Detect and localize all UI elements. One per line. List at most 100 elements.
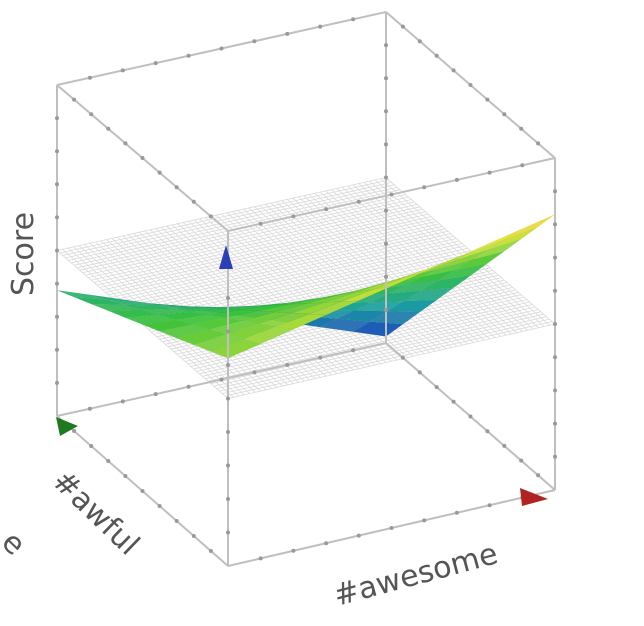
box-tick	[55, 314, 59, 319]
box-tick	[252, 370, 257, 375]
reference-grid-line	[325, 190, 496, 339]
box-tick	[258, 556, 263, 561]
box-tick	[454, 177, 459, 182]
box-tick	[186, 53, 191, 58]
box-tick	[451, 68, 456, 73]
reference-grid-line	[330, 189, 501, 337]
box-tick	[434, 385, 439, 390]
box-tick	[174, 185, 179, 190]
reference-grid-line	[226, 212, 398, 361]
box-tick	[186, 384, 191, 389]
box-tick	[384, 43, 388, 48]
box-tick	[191, 534, 196, 538]
box-tick	[106, 126, 111, 131]
reference-grid-line	[347, 185, 518, 334]
box-tick	[318, 355, 323, 360]
reference-grid-line	[171, 224, 343, 373]
box-tick	[285, 31, 290, 36]
box-tick	[89, 444, 94, 448]
box-tick	[553, 421, 557, 426]
box-tick	[400, 24, 405, 29]
reference-grid-line	[287, 199, 458, 347]
box-tick	[157, 504, 162, 508]
reference-grid-line	[319, 191, 490, 340]
box-tick	[318, 24, 323, 29]
reference-grid-line	[139, 231, 311, 381]
box-tick	[226, 463, 230, 468]
box-tick	[454, 510, 459, 515]
surface-cell	[505, 214, 556, 240]
box-tick	[384, 76, 388, 81]
box-tick	[485, 429, 490, 434]
truncated-axis-label: e	[0, 525, 32, 563]
box-tick	[384, 307, 388, 312]
box-tick	[519, 126, 524, 131]
box-tick	[351, 348, 356, 353]
reference-grid-line	[155, 228, 327, 377]
score-surface	[56, 214, 556, 359]
reference-grid-line	[374, 179, 545, 327]
box-tick	[285, 362, 290, 367]
box-tick	[87, 75, 92, 80]
box-tick	[55, 215, 59, 220]
box-tick	[553, 322, 557, 326]
box-tick	[324, 207, 329, 212]
box-tick	[153, 392, 158, 397]
box-tick	[553, 454, 557, 459]
box-tick	[157, 170, 162, 175]
reference-grid-line	[380, 178, 550, 326]
box-tick	[502, 443, 507, 448]
box-tick	[389, 526, 394, 530]
box-tick	[226, 530, 230, 535]
box-tick	[106, 459, 111, 463]
box-tick	[384, 274, 388, 279]
box-tick	[356, 533, 361, 538]
box-tick	[422, 518, 427, 523]
reference-grid-line	[193, 219, 365, 368]
reference-grid-line	[265, 203, 436, 352]
box-tick	[485, 97, 490, 102]
box-tick	[487, 503, 492, 508]
box-tick	[553, 222, 557, 227]
box-tick	[72, 97, 77, 102]
box-tick	[553, 355, 557, 360]
box-tick	[400, 355, 405, 360]
box-tick	[384, 142, 388, 147]
box-tick	[384, 175, 388, 180]
reference-grid-line	[314, 192, 485, 341]
box-tick	[226, 396, 230, 401]
box-tick	[55, 149, 59, 154]
box-tick	[553, 288, 557, 293]
box-tick	[55, 116, 59, 121]
box-tick	[417, 370, 422, 375]
surface-cell	[488, 226, 539, 250]
box-tick	[536, 473, 541, 478]
box-tick	[417, 39, 422, 44]
box-tick	[55, 380, 59, 385]
box-tick	[351, 17, 356, 22]
box-tick	[55, 281, 59, 286]
box-tick	[87, 406, 92, 411]
box-tick	[153, 61, 158, 66]
y-axis-label: #awful	[45, 464, 146, 563]
box-tick	[219, 377, 224, 382]
box-tick	[55, 248, 59, 253]
reference-grid-line	[166, 225, 338, 375]
reference-grid-line	[303, 195, 474, 343]
box-tick	[434, 53, 439, 58]
reference-grid-line	[144, 230, 316, 379]
box-tick	[291, 548, 296, 553]
reference-grid-line	[298, 196, 469, 345]
reference-grid-line	[188, 220, 360, 370]
box-tick	[520, 163, 525, 168]
z-axis-label: Score	[6, 212, 41, 296]
box-tick	[258, 221, 263, 226]
box-tick	[324, 541, 329, 546]
box-tick	[487, 170, 492, 175]
reference-grid-line	[204, 217, 376, 366]
box-tick	[451, 399, 456, 404]
box-tick	[536, 141, 541, 146]
box-tick	[226, 363, 230, 367]
reference-grid-line	[281, 200, 452, 348]
